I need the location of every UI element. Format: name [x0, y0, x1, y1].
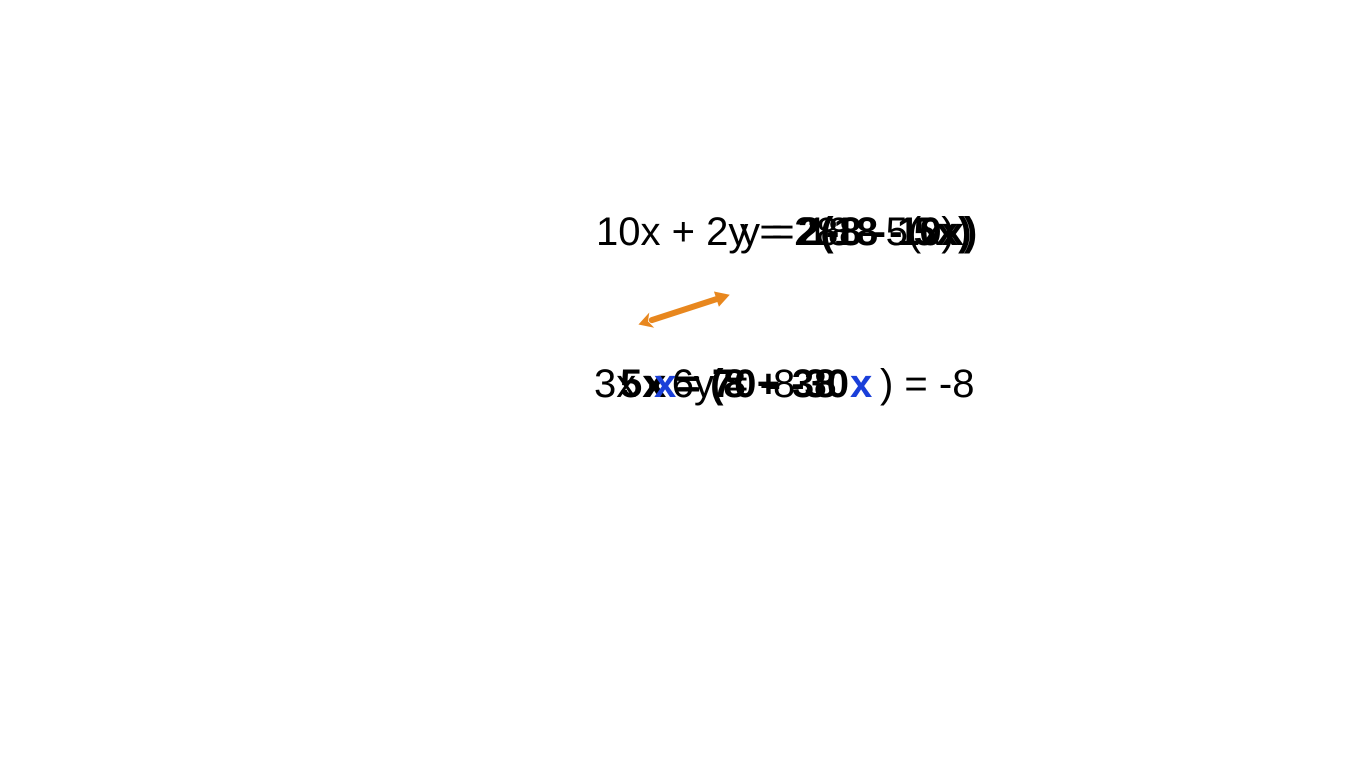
- eq2-layer-e: ) = -8: [880, 364, 974, 404]
- eq2-layer-x2: x: [850, 364, 872, 404]
- eq1-layer-d: -8 - 10x): [826, 212, 977, 252]
- eq2-layer-x1: x: [654, 364, 676, 404]
- math-diagram: 10x + 2y = 28 y = 18 - 5(x) 2(18 - 5x) -…: [0, 0, 1364, 768]
- substitution-arrow-icon: [636, 286, 736, 332]
